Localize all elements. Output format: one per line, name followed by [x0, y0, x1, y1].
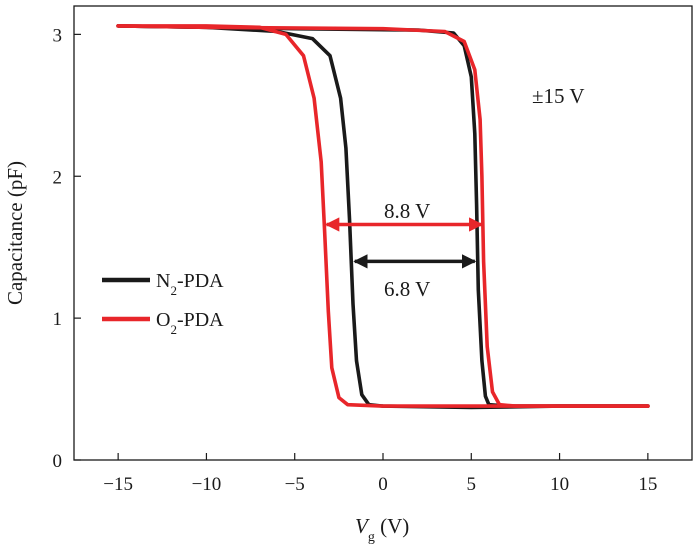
- plot-frame: [73, 5, 693, 461]
- legend-label-n2-main: N: [156, 270, 170, 292]
- data-curves: [116, 24, 650, 410]
- y-axis-ticks: 0 1 2 3: [53, 25, 81, 472]
- x-tick-label: −10: [192, 474, 222, 495]
- annotation-arrows: [325, 217, 484, 269]
- x-tick-label: −5: [285, 474, 305, 495]
- x-tick-label: 5: [467, 474, 477, 495]
- y-tick-label: 3: [53, 25, 63, 46]
- annotation-o2-window: 8.8 V: [384, 199, 430, 223]
- y-tick-label: 2: [53, 167, 63, 188]
- x-axis-label: Vg (V): [355, 514, 409, 545]
- x-tick-label: 10: [550, 474, 569, 495]
- series-n2-reverse-sweep: [116, 24, 650, 408]
- series-o2-forward-sweep: [116, 24, 650, 408]
- x-axis-label-unit: (V): [375, 514, 409, 538]
- annotation-sweep-range: ±15 V: [532, 84, 585, 108]
- y-axis-label: Capacitance (pF): [3, 161, 27, 305]
- series-o2-reverse-sweep: [116, 24, 650, 408]
- y-tick-label: 0: [53, 451, 63, 472]
- legend-label-o2-rest: -PDA: [177, 309, 224, 331]
- legend-label-o2-sub: 2: [170, 322, 177, 337]
- x-tick-label: 0: [378, 474, 388, 495]
- legend-label-n2-rest: -PDA: [177, 270, 224, 292]
- legend-label-n2-sub: 2: [170, 283, 177, 298]
- x-tick-label: 15: [638, 474, 657, 495]
- x-axis-label-subscript: g: [368, 530, 375, 545]
- legend-label-o2: O2-PDA: [156, 309, 224, 337]
- x-axis-label-symbol: V: [355, 514, 370, 538]
- legend: N2-PDA O2-PDA: [102, 270, 224, 337]
- legend-label-o2-main: O: [156, 309, 170, 331]
- x-tick-label: −15: [103, 474, 133, 495]
- y-tick-label: 1: [53, 309, 63, 330]
- legend-label-n2: N2-PDA: [156, 270, 224, 298]
- x-axis-ticks: −15 −10 −5 0 5 10 15: [103, 453, 657, 495]
- annotation-n2-window: 6.8 V: [384, 277, 430, 301]
